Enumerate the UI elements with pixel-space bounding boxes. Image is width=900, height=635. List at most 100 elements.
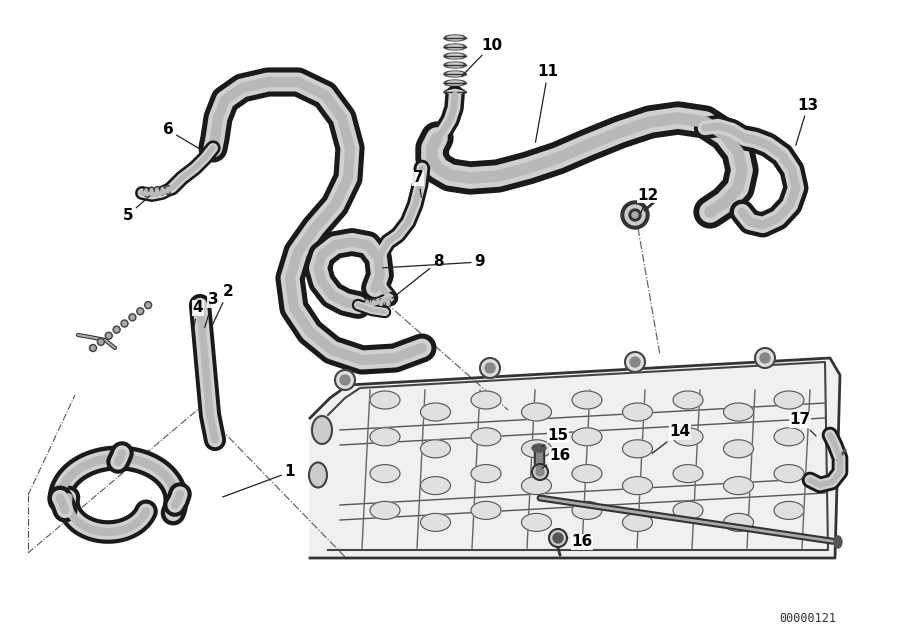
Ellipse shape [471, 428, 501, 446]
Circle shape [630, 357, 640, 367]
Ellipse shape [420, 403, 451, 421]
Text: 5: 5 [122, 196, 150, 222]
Ellipse shape [572, 502, 602, 519]
Ellipse shape [420, 440, 451, 458]
Ellipse shape [161, 187, 164, 194]
Text: 12: 12 [637, 187, 659, 213]
Ellipse shape [521, 477, 552, 495]
Ellipse shape [447, 54, 463, 58]
Ellipse shape [444, 71, 466, 77]
Ellipse shape [160, 186, 165, 195]
Ellipse shape [372, 299, 376, 307]
Circle shape [553, 533, 563, 543]
Bar [536, 450, 542, 468]
Text: 13: 13 [796, 98, 819, 145]
Circle shape [536, 468, 544, 476]
Circle shape [621, 201, 649, 229]
Ellipse shape [532, 444, 546, 452]
Ellipse shape [444, 62, 466, 68]
Circle shape [97, 338, 104, 345]
Text: 9: 9 [382, 255, 485, 269]
Ellipse shape [673, 502, 703, 519]
Text: 6: 6 [163, 123, 202, 150]
Circle shape [139, 309, 142, 313]
Circle shape [335, 370, 355, 390]
Ellipse shape [312, 416, 332, 444]
Ellipse shape [774, 502, 804, 519]
Circle shape [146, 303, 150, 307]
Ellipse shape [623, 440, 652, 458]
Ellipse shape [379, 299, 383, 307]
Ellipse shape [155, 187, 159, 196]
Ellipse shape [724, 477, 753, 495]
Circle shape [129, 314, 136, 321]
Ellipse shape [447, 90, 463, 94]
Circle shape [629, 209, 641, 221]
Ellipse shape [521, 514, 552, 531]
Circle shape [122, 321, 127, 326]
Circle shape [340, 375, 350, 385]
Ellipse shape [623, 477, 652, 495]
Ellipse shape [143, 187, 148, 196]
Circle shape [113, 326, 120, 333]
Circle shape [755, 348, 775, 368]
Text: 16: 16 [568, 535, 592, 549]
Circle shape [105, 332, 112, 339]
Ellipse shape [724, 440, 753, 458]
Ellipse shape [673, 465, 703, 483]
Ellipse shape [673, 428, 703, 446]
Circle shape [760, 353, 770, 363]
Ellipse shape [447, 72, 463, 76]
Circle shape [137, 308, 144, 315]
Ellipse shape [521, 403, 552, 421]
Text: 16: 16 [542, 448, 571, 469]
Ellipse shape [380, 300, 382, 305]
Circle shape [91, 346, 95, 350]
Ellipse shape [373, 300, 375, 305]
Ellipse shape [370, 391, 400, 409]
Ellipse shape [447, 45, 463, 49]
Ellipse shape [370, 465, 400, 483]
Text: 4: 4 [193, 300, 203, 332]
Ellipse shape [673, 391, 703, 409]
Text: 7: 7 [413, 171, 423, 197]
Circle shape [532, 464, 548, 480]
Ellipse shape [370, 428, 400, 446]
Text: 10: 10 [462, 37, 502, 76]
Circle shape [632, 212, 638, 218]
Circle shape [625, 205, 645, 225]
Ellipse shape [774, 391, 804, 409]
Ellipse shape [444, 53, 466, 59]
Ellipse shape [386, 300, 390, 305]
Ellipse shape [724, 403, 753, 421]
Ellipse shape [623, 514, 652, 531]
Ellipse shape [444, 89, 466, 95]
Circle shape [89, 345, 96, 352]
Ellipse shape [309, 462, 327, 488]
Ellipse shape [572, 428, 602, 446]
Ellipse shape [364, 299, 370, 307]
Ellipse shape [623, 403, 652, 421]
Ellipse shape [774, 465, 804, 483]
Ellipse shape [444, 44, 466, 50]
Ellipse shape [834, 536, 842, 548]
Circle shape [145, 302, 151, 309]
Ellipse shape [166, 185, 170, 194]
Ellipse shape [774, 428, 804, 446]
Ellipse shape [420, 477, 451, 495]
Ellipse shape [145, 189, 148, 195]
Ellipse shape [420, 514, 451, 531]
Circle shape [130, 316, 134, 319]
Ellipse shape [724, 514, 753, 531]
Text: 15: 15 [543, 427, 569, 446]
Polygon shape [310, 358, 840, 558]
Ellipse shape [149, 187, 154, 196]
Circle shape [625, 352, 645, 372]
Circle shape [114, 328, 119, 331]
Ellipse shape [447, 36, 463, 40]
Ellipse shape [444, 35, 466, 41]
Ellipse shape [150, 189, 153, 194]
Ellipse shape [471, 502, 501, 519]
Circle shape [121, 320, 128, 327]
Ellipse shape [471, 465, 501, 483]
